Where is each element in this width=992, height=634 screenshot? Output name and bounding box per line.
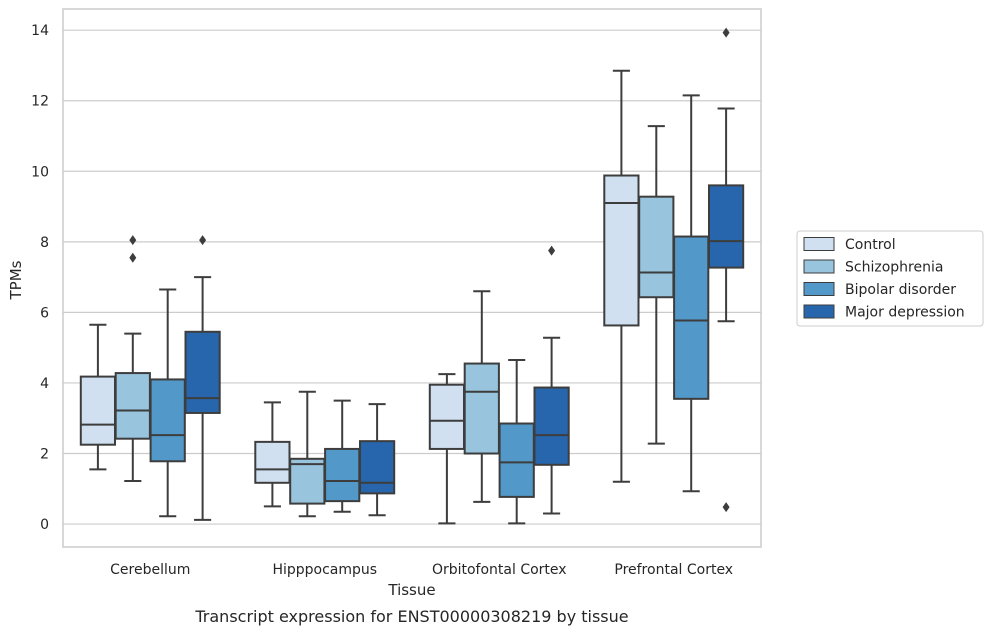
box-control: [428, 373, 466, 525]
legend-item: Major depression: [803, 304, 965, 321]
y-tick-label: 2: [40, 447, 49, 463]
legend-swatch: [803, 259, 835, 274]
box-bipolar-disorder: [673, 94, 710, 493]
box-body: [463, 362, 500, 455]
box-body: [673, 235, 710, 400]
box-major-depression: [358, 403, 396, 517]
legend-frame: [796, 230, 984, 327]
box-control: [254, 401, 291, 508]
legend-item: Schizophrenia: [803, 259, 943, 276]
legend-label: Schizophrenia: [845, 260, 943, 276]
box-schizophrenia: [289, 390, 326, 518]
x-tick-label: Cerebellum: [110, 562, 190, 578]
box-schizophrenia: [638, 125, 675, 445]
box-body: [707, 184, 745, 269]
plot-frame: [62, 8, 762, 548]
legend-item: Control: [803, 237, 896, 253]
box-bipolar-disorder: [149, 288, 186, 518]
legend-label: Bipolar disorder: [845, 282, 956, 298]
box-body: [638, 195, 675, 299]
x-axis-label: Tissue: [387, 581, 435, 599]
box-body: [149, 378, 186, 463]
box-control: [79, 323, 117, 471]
y-tick-label: 0: [40, 517, 49, 533]
box-body: [289, 457, 326, 505]
box-schizophrenia: [114, 235, 151, 483]
outlier-point: [548, 245, 556, 256]
box-body: [358, 440, 396, 495]
outlier-point: [199, 235, 207, 246]
legend-swatch: [803, 304, 835, 319]
x-tick-label: Orbitofontal Cortex: [432, 562, 567, 578]
box-body: [79, 375, 117, 446]
box-body: [498, 422, 535, 498]
box-major-depression: [184, 235, 221, 521]
legend-label: Control: [845, 237, 896, 253]
box-bipolar-disorder: [498, 359, 535, 525]
legend-swatch: [803, 282, 835, 296]
y-tick-label: 8: [40, 235, 49, 251]
box-body: [254, 440, 291, 484]
legend-item: Bipolar disorder: [803, 282, 956, 298]
y-tick-label: 12: [31, 94, 49, 110]
box-bipolar-disorder: [324, 399, 361, 513]
x-tick-label: Hipppocampus: [272, 562, 377, 578]
legend-label: Major depression: [845, 305, 965, 321]
chart-caption: Transcript expression for ENST0000030821…: [194, 607, 628, 626]
box-body: [114, 372, 151, 440]
y-tick-label: 6: [40, 305, 49, 321]
x-tick-labels: Cerebellum Hipppocampus Orbitofontal Corte…: [110, 562, 733, 578]
box-major-depression: [707, 27, 745, 513]
y-tick-label: 4: [40, 376, 49, 392]
y-tick-label: 10: [31, 164, 49, 180]
outlier-point: [722, 502, 730, 513]
y-axis-label: TPMs: [7, 260, 25, 300]
outlier-point: [129, 235, 137, 246]
box-control: [603, 69, 640, 483]
box-major-depression: [533, 245, 570, 515]
outlier-point: [722, 27, 730, 38]
box-body: [324, 447, 361, 503]
legend-swatch: [803, 237, 835, 251]
y-tick-label: 14: [31, 23, 49, 39]
y-tick-labels: 0 2 4 6 8 10 12 14: [31, 23, 49, 533]
box-schizophrenia: [463, 290, 500, 503]
box-groups: [79, 27, 745, 525]
x-tick-label: Prefrontal Cortex: [614, 562, 733, 578]
box-body: [603, 174, 640, 327]
box-body: [533, 386, 570, 466]
outlier-point: [129, 252, 137, 263]
legend: Control Schizophrenia Bipolar disorder Majo…: [796, 230, 984, 327]
box-body: [428, 383, 466, 450]
box-body: [184, 330, 221, 414]
